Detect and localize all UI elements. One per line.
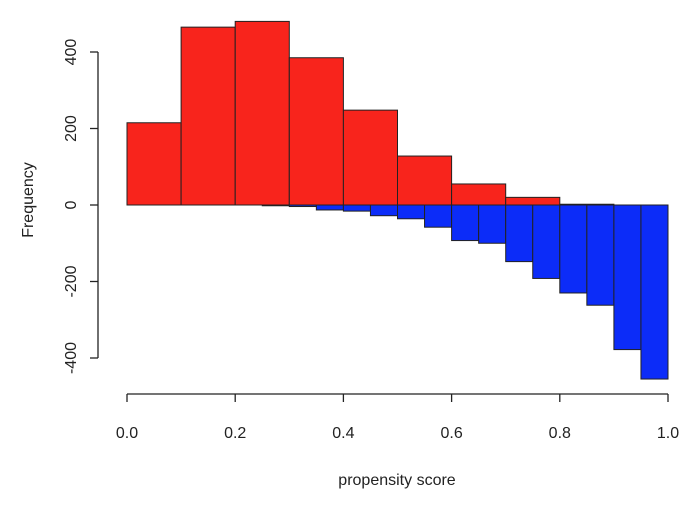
y-axis-label: Frequency bbox=[20, 162, 37, 238]
lower-bar-4 bbox=[369, 204, 399, 217]
y-tick-label-4: 400 bbox=[63, 39, 80, 66]
upper-bar-8 bbox=[559, 203, 615, 206]
y-tick-label-3: 200 bbox=[63, 115, 80, 142]
x-tick-label-4: 0.8 bbox=[549, 425, 571, 442]
upper-bar-3 bbox=[288, 57, 344, 206]
x-axis-label: propensity score bbox=[338, 472, 455, 489]
upper-bar-2 bbox=[234, 20, 290, 206]
lower-bar-3 bbox=[342, 204, 371, 212]
lower-bar-9 bbox=[505, 204, 534, 263]
upper-bar-6 bbox=[451, 183, 507, 206]
x-tick-label-1: 0.2 bbox=[224, 425, 246, 442]
upper-bar-0 bbox=[126, 122, 182, 206]
upper-bar-7 bbox=[505, 196, 561, 206]
lower-bar-2 bbox=[315, 204, 344, 211]
x-tick-label-5: 1.0 bbox=[657, 425, 679, 442]
lower-bar-7 bbox=[451, 204, 480, 242]
y-tick-label-2: 0 bbox=[63, 200, 80, 209]
lower-bar-10 bbox=[532, 204, 561, 279]
lower-bar-8 bbox=[478, 204, 507, 244]
lower-bar-11 bbox=[559, 204, 588, 294]
lower-bar-5 bbox=[397, 204, 426, 220]
x-tick-label-2: 0.4 bbox=[332, 425, 354, 442]
lower-bar-14 bbox=[640, 204, 669, 380]
y-tick-label-1: -200 bbox=[63, 265, 80, 297]
upper-bar-1 bbox=[180, 26, 236, 206]
lower-bar-13 bbox=[613, 204, 642, 351]
axes-layer: 0.0 0.2 0.4 0.6 0.8 1.0 -400 -200 0 200 400 bbox=[63, 39, 679, 442]
bars-layer bbox=[126, 20, 669, 380]
upper-bar-4 bbox=[342, 109, 398, 206]
x-tick-label-3: 0.6 bbox=[440, 425, 462, 442]
upper-bar-5 bbox=[397, 155, 453, 206]
lower-bar-6 bbox=[424, 204, 453, 228]
x-tick-label-0: 0.0 bbox=[116, 425, 138, 442]
y-tick-label-0: -400 bbox=[63, 342, 80, 374]
lower-bar-12 bbox=[586, 204, 615, 306]
